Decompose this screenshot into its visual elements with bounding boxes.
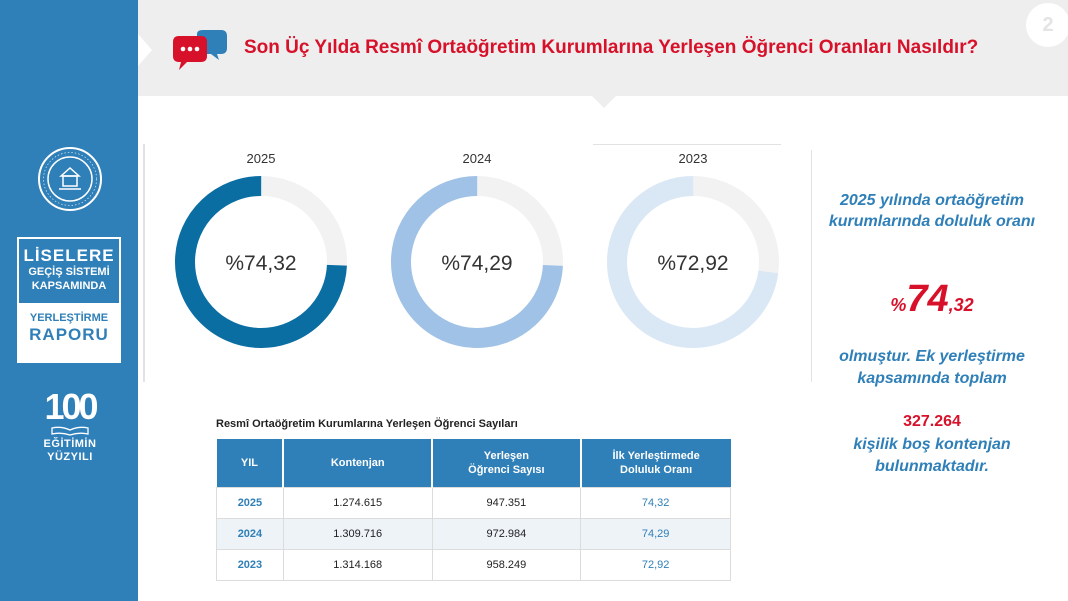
donut-year-label: 2023 [678, 151, 708, 166]
cell-quota: 1.314.168 [282, 548, 433, 581]
header-band [138, 0, 1068, 96]
donut-tick [484, 205, 504, 239]
brand-line-2: GEÇİŞ SİSTEMİ [28, 266, 110, 278]
brand-logo: LİSELERE GEÇİŞ SİSTEMİ KAPSAMINDA YERLEŞ… [17, 237, 121, 363]
donut-tick [268, 205, 288, 239]
donut-chart: %72,92 [607, 176, 779, 348]
chat-bubbles-icon [173, 30, 227, 70]
panel-divider-right [811, 150, 812, 382]
summary-number: 327.264 [903, 413, 961, 430]
table-row: 2024 1.309.716 972.984 74,29 [216, 517, 731, 550]
cell-rate: 74,32 [580, 486, 731, 519]
summary-text-2: olmuştur. Ek yerleştirme kapsamında topl… [839, 348, 1025, 387]
donut-arc [607, 176, 779, 348]
panel-divider-left [143, 144, 145, 382]
cell-year: 2024 [216, 517, 284, 550]
century-number: 100 [44, 386, 98, 427]
col-header-year: YIL [216, 439, 285, 487]
donut-year-label: 2025 [246, 151, 276, 166]
donut-2024: 2024 %74,29 [391, 150, 563, 348]
col-header-quota: Kontenjan [283, 439, 434, 487]
donut-chart: %74,32 [175, 176, 347, 348]
placement-table: YIL Kontenjan Yerleşen Öğrenci Sayısı İlk… [216, 439, 731, 581]
cell-rate: 74,29 [580, 517, 731, 550]
cell-placed: 958.249 [431, 548, 582, 581]
donut-tick [700, 205, 720, 239]
summary-text-1: 2025 yılında ortaöğretim kurumlarında do… [828, 192, 1036, 230]
table-caption: Resmî Ortaöğretim Kurumlarına Yerleşen Ö… [216, 418, 518, 430]
col-header-rate: İlk Yerleştirmede Doluluk Oranı [580, 439, 731, 487]
century-line-2: YÜZYILI [47, 451, 93, 463]
cell-quota: 1.274.615 [282, 486, 433, 519]
donut-value-label: %74,29 [441, 252, 512, 275]
cell-year: 2023 [216, 548, 284, 581]
ministry-seal-icon [38, 147, 102, 211]
century-line-1: EĞİTİMİN [43, 438, 97, 450]
book-icon [51, 426, 89, 436]
page-title: Son Üç Yılda Resmî Ortaöğretim Kurumları… [244, 37, 979, 58]
percent-whole: 74 [906, 278, 949, 320]
donut-2025: 2025 %74,32 [175, 150, 347, 348]
cell-quota: 1.309.716 [282, 517, 433, 550]
header-notch [592, 96, 616, 108]
donut-value-label: %74,32 [225, 252, 296, 275]
cell-placed: 972.984 [431, 517, 582, 550]
table-header-row: YIL Kontenjan Yerleşen Öğrenci Sayısı İlk… [216, 439, 731, 487]
summary-percentage: %74,32 [812, 278, 1052, 321]
donut-value-label: %72,92 [657, 252, 728, 275]
cell-rate: 72,92 [580, 548, 731, 581]
table-row: 2025 1.274.615 947.351 74,32 [216, 486, 731, 519]
brand-line-4: YERLEŞTİRME [29, 312, 109, 324]
percent-fraction: ,32 [948, 295, 974, 315]
cell-year: 2025 [216, 486, 284, 519]
table-row: 2023 1.314.168 958.249 72,92 [216, 548, 731, 581]
donut-year-label: 2024 [462, 151, 492, 166]
brand-bottom: YERLEŞTİRME RAPORU [19, 303, 119, 361]
cell-placed: 947.351 [431, 486, 582, 519]
century-logo: 100 EĞİTİMİN YÜZYILI [30, 388, 110, 478]
brand-line-3: KAPSAMINDA [31, 280, 107, 292]
header-arrow [138, 34, 152, 66]
donut-arc [391, 176, 563, 348]
panel-divider-top [593, 144, 781, 145]
donut-chart: %74,29 [391, 176, 563, 348]
brand-line-1: LİSELERE [23, 246, 115, 265]
percent-symbol: % [890, 295, 907, 315]
sidebar: LİSELERE GEÇİŞ SİSTEMİ KAPSAMINDA YERLEŞ… [0, 0, 138, 601]
donut-panel [143, 144, 813, 382]
page-number: 2 [1026, 3, 1068, 47]
donut-2023: 2023 %72,92 [607, 150, 779, 348]
summary-text-3: kişilik boş kontenjan bulunmaktadır. [853, 436, 1011, 475]
col-header-placed: Yerleşen Öğrenci Sayısı [432, 439, 582, 487]
brand-line-5: RAPORU [29, 325, 109, 344]
brand-top: LİSELERE GEÇİŞ SİSTEMİ KAPSAMINDA [19, 239, 119, 303]
